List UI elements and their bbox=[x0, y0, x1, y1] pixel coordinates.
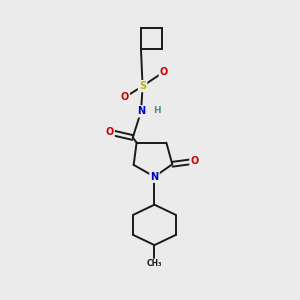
Text: O: O bbox=[190, 156, 199, 166]
Text: N: N bbox=[137, 106, 145, 116]
Text: CH₃: CH₃ bbox=[147, 259, 162, 268]
Text: O: O bbox=[106, 127, 114, 137]
Text: O: O bbox=[121, 92, 129, 102]
Text: S: S bbox=[139, 81, 146, 91]
Text: O: O bbox=[160, 67, 168, 77]
Text: H: H bbox=[154, 106, 161, 115]
Text: N: N bbox=[150, 172, 158, 182]
